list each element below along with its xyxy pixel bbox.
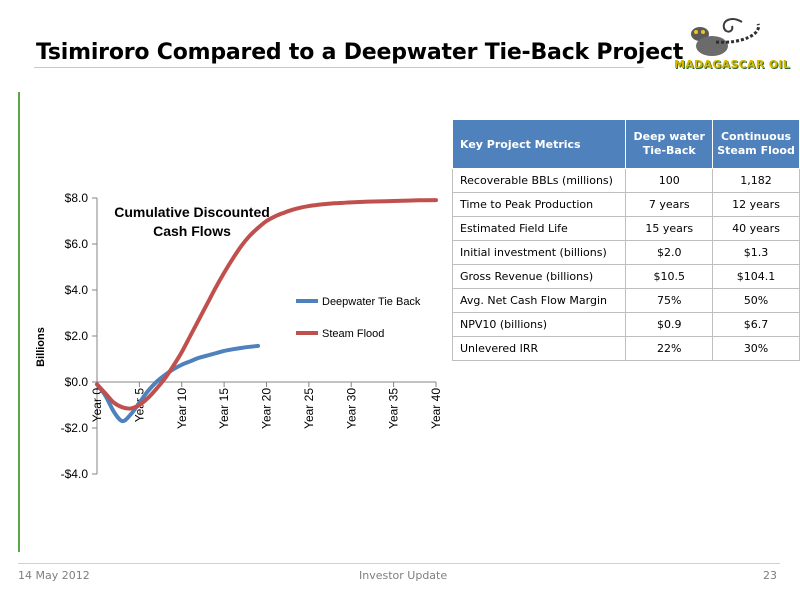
steam-flood-value: 12 years [712, 192, 800, 217]
logo-wordmark: MADAGASCAR OIL [674, 58, 791, 71]
y-tick-label: $4.0 [65, 283, 89, 297]
metric-label: Estimated Field Life [451, 216, 627, 241]
y-axis-title: Billions [35, 327, 47, 367]
metric-label: Unlevered IRR [451, 336, 627, 361]
table-row: Time to Peak Production 7 years 12 years [451, 192, 800, 217]
legend-label-deepwater: Deepwater Tie Back [322, 296, 421, 308]
deepwater-value: 100 [625, 168, 714, 193]
deepwater-value: 15 years [625, 216, 714, 241]
footer-date: 14 May 2012 [18, 569, 90, 582]
key-metrics-table: Key Project Metrics Deep water Tie-Back … [451, 119, 800, 361]
y-tick-label: -$2.0 [61, 421, 89, 435]
table-row: Estimated Field Life 15 years 40 years [451, 216, 800, 241]
deepwater-value: $2.0 [625, 240, 714, 265]
table-row: Initial investment (billions) $2.0 $1.3 [451, 240, 800, 265]
x-tick-label: Year 20 [260, 388, 274, 429]
chart-title-line-1: Cumulative Discounted [114, 204, 270, 220]
table-header-row: Key Project Metrics Deep water Tie-Back … [451, 119, 800, 169]
series-line-steam-flood [95, 198, 438, 411]
metric-label: Avg. Net Cash Flow Margin [451, 288, 627, 313]
metric-label: Recoverable BBLs (millions) [451, 168, 627, 193]
metric-label: Time to Peak Production [451, 192, 627, 217]
steam-flood-value: $6.7 [712, 312, 800, 337]
metric-label: Initial investment (billions) [451, 240, 627, 265]
y-tick-label: $6.0 [65, 237, 89, 251]
metric-label: NPV10 (billions) [451, 312, 627, 337]
table-row: Avg. Net Cash Flow Margin 75% 50% [451, 288, 800, 313]
table-row: Gross Revenue (billions) $10.5 $104.1 [451, 264, 800, 289]
header-deepwater: Deep water Tie-Back [625, 119, 714, 169]
page-number: 23 [763, 569, 777, 582]
x-tick-label: Year 30 [344, 388, 358, 429]
series-line-deepwater-tie-back [95, 343, 261, 424]
x-tick-label: Year 35 [387, 388, 401, 429]
deepwater-value: $0.9 [625, 312, 714, 337]
steam-flood-value: 1,182 [712, 168, 800, 193]
madagascar-oil-logo [691, 18, 760, 56]
title-divider [34, 67, 644, 68]
x-tick-label: Year 10 [175, 388, 189, 429]
x-tick-label: Year 40 [429, 388, 443, 429]
x-tick-label: Year 15 [217, 388, 231, 429]
legend-label-steam-flood: Steam Flood [322, 328, 384, 340]
header-steam-flood: Continuous Steam Flood [712, 119, 800, 169]
left-accent-bar [18, 92, 20, 552]
steam-flood-value: 40 years [712, 216, 800, 241]
steam-flood-value: 30% [712, 336, 800, 361]
slide-title: Tsimiroro Compared to a Deepwater Tie-Ba… [36, 40, 684, 65]
deepwater-value: 7 years [625, 192, 714, 217]
metric-label: Gross Revenue (billions) [451, 264, 627, 289]
footer-title: Investor Update [359, 569, 448, 582]
header-metric: Key Project Metrics [451, 119, 627, 169]
legend: Deepwater Tie Back Steam Flood [296, 296, 421, 340]
y-tick-label: $0.0 [65, 375, 89, 389]
table-row: NPV10 (billions) $0.9 $6.7 [451, 312, 800, 337]
table-row: Recoverable BBLs (millions) 100 1,182 [451, 168, 800, 193]
table-row: Unlevered IRR 22% 30% [451, 336, 800, 361]
y-tick-label: -$4.0 [61, 467, 89, 481]
steam-flood-value: 50% [712, 288, 800, 313]
steam-flood-value: $1.3 [712, 240, 800, 265]
y-tick-label: $8.0 [65, 191, 89, 205]
deepwater-value: $10.5 [625, 264, 714, 289]
chart-title-line-2: Cash Flows [153, 223, 231, 239]
x-tick-label: Year 25 [302, 388, 316, 429]
deepwater-value: 22% [625, 336, 714, 361]
deepwater-value: 75% [625, 288, 714, 313]
y-tick-label: $2.0 [65, 329, 89, 343]
x-tick-label: Year 0 [90, 388, 104, 423]
plot-area: $8.0 $6.0 $4.0 $2.0 $0.0 -$2.0 -$4.0 Year 0 Year… [61, 191, 443, 481]
footer-divider [18, 563, 780, 564]
steam-flood-value: $104.1 [712, 264, 800, 289]
